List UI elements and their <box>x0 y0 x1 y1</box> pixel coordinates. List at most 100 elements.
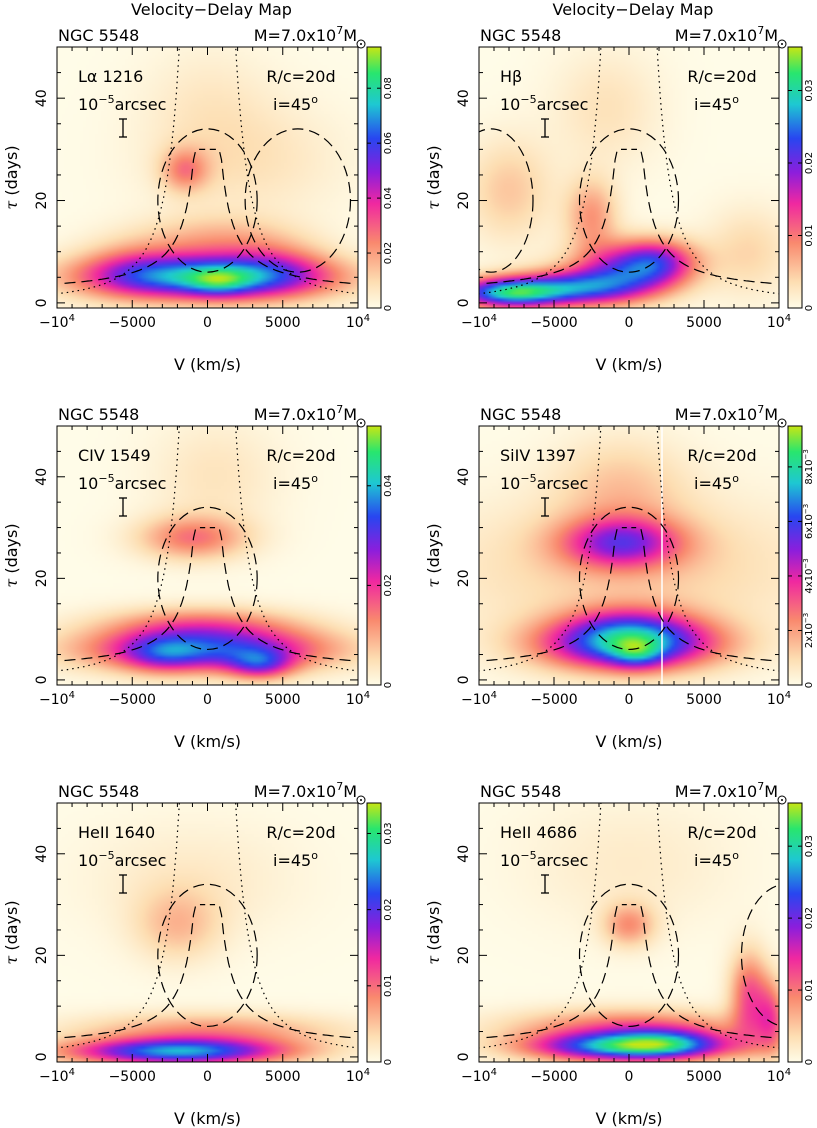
panel-3: −104 −5000 0 5000 104 0 20 40 V (km/s) τ (days) NG… <box>2 403 394 751</box>
x-axis-label: V (km/s) <box>595 1109 662 1128</box>
envelope-left <box>479 803 602 1049</box>
sun-symbol <box>356 795 366 805</box>
disk-curve-right <box>209 148 351 284</box>
model-curves <box>479 426 779 672</box>
colorbar-tick-label: 0.03 <box>383 822 394 844</box>
line-label: Hβ <box>500 67 522 86</box>
sun-symbol <box>777 39 787 49</box>
y-tick-label: 20 <box>456 569 472 587</box>
x-tick-label: −5000 <box>530 315 577 331</box>
y-tick-label: 20 <box>34 946 50 964</box>
orbit-ellipse-center <box>157 128 258 273</box>
x-axis-label: V (km/s) <box>595 732 662 751</box>
orbit-ellipse-center <box>157 506 258 651</box>
y-axis-label: τ (days) <box>424 900 443 964</box>
x-tick-label: 104 <box>767 1067 791 1085</box>
colorbar <box>787 425 803 686</box>
sun-dot <box>360 422 362 424</box>
colorbar-tick-label: 0 <box>804 305 815 311</box>
mass-label: M=7.0x107M <box>675 403 778 424</box>
x-axis-label: V (km/s) <box>174 355 241 374</box>
disk-curve-left <box>486 904 627 1039</box>
x-tick-label: −104 <box>39 313 75 331</box>
x-tick-label: −104 <box>39 690 75 708</box>
y-axis-label: τ (days) <box>424 145 443 209</box>
colorbar-tick-label: 0.02 <box>383 574 394 596</box>
y-tick-label: 40 <box>34 845 50 863</box>
y-tick-label: 20 <box>34 569 50 587</box>
colorbar-tick-label: 0.02 <box>383 899 394 921</box>
model-curves <box>57 426 358 672</box>
envelope-left <box>479 426 602 672</box>
x-tick-label: 5000 <box>686 692 722 708</box>
y-tick-label: 0 <box>34 298 50 307</box>
disk-curve-left <box>486 148 627 284</box>
colorbar-tick-label: 0 <box>804 682 815 688</box>
mass-label: M=7.0x107M <box>254 780 357 801</box>
rc-label: R/c=20d <box>687 67 756 86</box>
panel-5: −104 −5000 0 5000 104 0 20 40 V (km/s) τ (days) NG… <box>2 780 394 1128</box>
scale-label: 10−5arcsec <box>78 93 166 114</box>
scale-label: 10−5arcsec <box>500 93 588 114</box>
mass-label: M=7.0x107M <box>254 403 357 424</box>
mass-label: M=7.0x107M <box>254 24 357 45</box>
colorbar <box>366 425 382 686</box>
sun-dot <box>781 422 783 424</box>
colorbar-tick-label: 0.02 <box>804 907 815 929</box>
colorbar-tick-label: 8x10−3 <box>802 449 815 484</box>
scale-label: 10−5arcsec <box>500 849 588 870</box>
colorbar-tick-label: 0.06 <box>383 132 394 154</box>
disk-curve-left <box>64 148 206 284</box>
panel-title: Velocity−Delay Map <box>553 0 714 19</box>
y-axis-label: τ (days) <box>2 900 21 964</box>
colorbar-tick-label: 0 <box>804 1059 815 1065</box>
rc-label: R/c=20d <box>266 446 335 465</box>
line-label: HeII 1640 <box>78 823 155 842</box>
line-label: HeII 4686 <box>500 823 577 842</box>
envelope-left <box>479 47 602 295</box>
orbit-ellipse-center <box>578 883 680 1028</box>
colorbar-tick-label: 0.02 <box>383 242 394 264</box>
orbit-ellipse-extra <box>479 128 534 273</box>
scale-label: 10−5arcsec <box>78 472 166 493</box>
object-label: NGC 5548 <box>480 26 561 45</box>
inclination-label: i=45o <box>694 93 739 114</box>
x-tick-label: 5000 <box>686 315 722 331</box>
sun-symbol <box>356 418 366 428</box>
y-tick-label: 40 <box>34 468 50 486</box>
x-tick-label: 104 <box>767 690 791 708</box>
colorbar-tick-label: 0.02 <box>804 152 815 174</box>
scale-label: 10−5arcsec <box>500 472 588 493</box>
panel-title: Velocity−Delay Map <box>131 0 292 19</box>
line-label: SiIV 1397 <box>500 446 576 465</box>
sun-dot <box>781 799 783 801</box>
sun-dot <box>781 43 783 45</box>
x-tick-label: 104 <box>346 1067 370 1085</box>
colorbar-tick-label: 0 <box>383 682 394 688</box>
disk-curve-left <box>486 527 627 662</box>
heatmap-image <box>57 803 358 1062</box>
x-axis-label: V (km/s) <box>595 355 662 374</box>
y-tick-label: 40 <box>456 468 472 486</box>
inclination-label: i=45o <box>273 849 318 870</box>
rc-label: R/c=20d <box>266 67 335 86</box>
colorbar-tick-label: 0.01 <box>804 224 815 246</box>
x-axis-label: V (km/s) <box>174 1109 241 1128</box>
y-tick-label: 40 <box>34 89 50 107</box>
y-tick-label: 40 <box>456 89 472 107</box>
x-axis-label: V (km/s) <box>174 732 241 751</box>
y-axis-label: τ (days) <box>2 523 21 587</box>
x-tick-label: 104 <box>767 313 791 331</box>
model-curves <box>57 803 358 1049</box>
y-tick-label: 40 <box>456 845 472 863</box>
model-curves <box>479 803 779 1049</box>
colorbar-tick-label: 0.03 <box>804 835 815 857</box>
x-tick-label: 5000 <box>265 315 301 331</box>
rc-label: R/c=20d <box>266 823 335 842</box>
panel-1: −104 −5000 0 5000 104 0 20 40 V (km/s) τ (days) Ve… <box>2 0 394 374</box>
x-tick-label: 5000 <box>686 1069 722 1085</box>
colorbar-tick-label: 0.04 <box>383 187 394 209</box>
object-label: NGC 5548 <box>480 782 561 801</box>
disk-curve-right <box>631 904 772 1039</box>
